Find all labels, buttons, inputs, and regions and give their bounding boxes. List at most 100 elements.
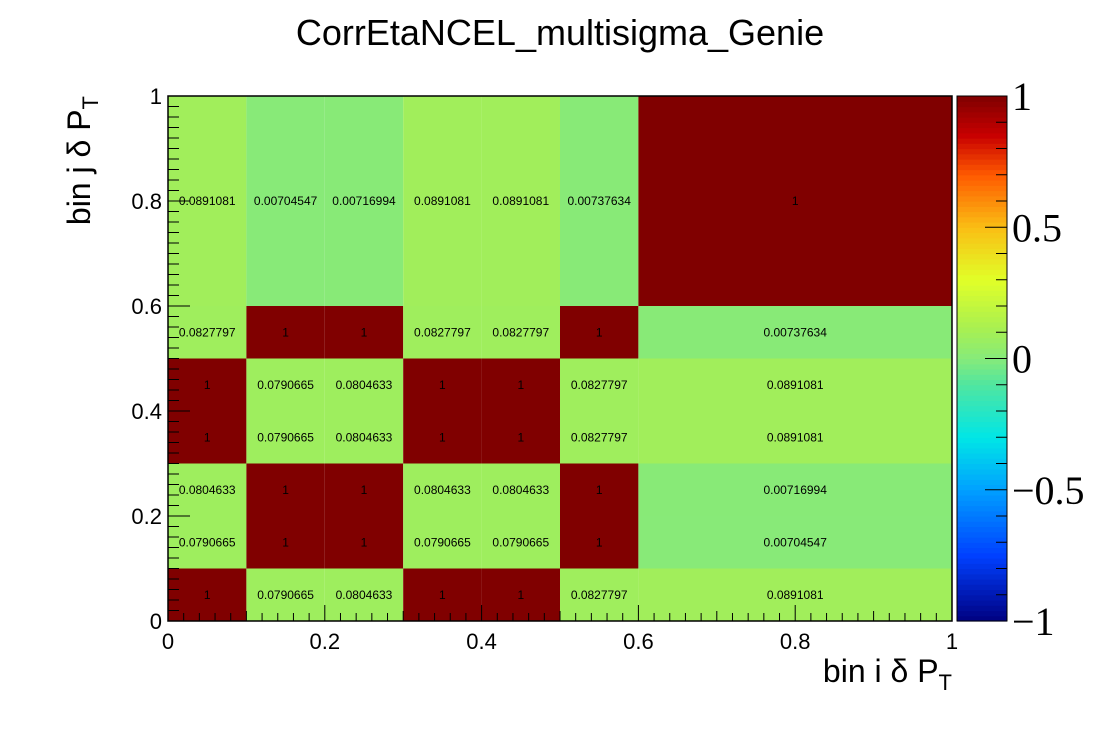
cell-value-label: 0.0891081 xyxy=(179,194,236,208)
cell-value-label: 0.0891081 xyxy=(492,194,549,208)
x-tick-label: 0.2 xyxy=(310,629,341,654)
cell-value-label: 1 xyxy=(204,588,211,602)
cell-value-label: 0.0790665 xyxy=(257,430,314,444)
heatmap-cell xyxy=(560,96,639,306)
color-scale-segment xyxy=(957,321,1007,328)
y-tick-label: 0.4 xyxy=(131,399,162,424)
heatmap-cell-labels: 1 0.0790665 0.0804633 1 1 0.0827797 0.0891081 0… xyxy=(179,194,827,602)
cell-value-label: 0.0891081 xyxy=(767,430,824,444)
color-scale-segment xyxy=(957,358,1007,365)
color-scale-segment xyxy=(957,306,1007,312)
color-scale-segment xyxy=(957,605,1007,612)
color-scale-segment xyxy=(957,558,1007,564)
color-scale-tick-label: 0.5 xyxy=(1012,205,1062,250)
heatmap-cell xyxy=(168,463,247,516)
cell-value-label: 0.0827797 xyxy=(179,325,236,339)
cell-value-label: 1 xyxy=(517,588,524,602)
color-scale-segment xyxy=(957,122,1007,129)
cell-value-label: 0.0804633 xyxy=(492,483,549,497)
color-scale-segment xyxy=(957,117,1007,123)
cell-value-label: 1 xyxy=(361,483,368,497)
color-scale-segment xyxy=(957,416,1007,423)
color-scale-segment xyxy=(957,332,1007,339)
x-tick-label: 0.8 xyxy=(780,629,811,654)
cell-value-label: 1 xyxy=(596,325,603,339)
heatmap-cell xyxy=(560,516,639,569)
color-scale-segment xyxy=(957,279,1007,286)
color-scale-segment xyxy=(957,390,1007,396)
color-scale-segment xyxy=(957,153,1007,160)
color-scale-segment xyxy=(957,432,1007,438)
x-axis-title-text: bin i δ P xyxy=(823,653,939,689)
color-scale-segment xyxy=(957,138,1007,144)
heatmap-cell xyxy=(481,306,560,359)
color-scale-segment xyxy=(957,495,1007,501)
color-scale-segment xyxy=(957,411,1007,417)
color-scale-segment xyxy=(957,353,1007,360)
color-scale-segment xyxy=(957,300,1007,307)
color-scale-segment xyxy=(957,106,1007,113)
cell-value-label: 0.0891081 xyxy=(767,588,824,602)
heatmap-cell xyxy=(403,358,482,411)
heatmap-cell xyxy=(560,463,639,516)
color-scale-segment xyxy=(957,547,1007,554)
color-scale-segment xyxy=(957,537,1007,543)
x-tick-label: 0.4 xyxy=(466,629,497,654)
color-scale-segment xyxy=(957,243,1007,249)
x-axis-title: bin i δ PT xyxy=(823,653,952,695)
x-tick-label: 0 xyxy=(162,629,174,654)
cell-value-label: 0.0827797 xyxy=(571,430,628,444)
heatmap-cell xyxy=(638,516,952,569)
cell-value-label: 0.0804633 xyxy=(336,588,393,602)
heatmap-cell xyxy=(560,306,639,359)
color-scale-segment xyxy=(957,458,1007,465)
heatmap-cell xyxy=(403,516,482,569)
color-scale-segment xyxy=(957,526,1007,533)
color-scale-segment xyxy=(957,369,1007,375)
heatmap-cell xyxy=(324,568,404,621)
color-scale-segment xyxy=(957,195,1007,202)
x-tick-label: 0.6 xyxy=(623,629,654,654)
heatmap-cell xyxy=(168,516,247,569)
y-axis-title: bin j δ PT xyxy=(61,96,103,225)
cell-value-label: 1 xyxy=(282,535,289,549)
color-scale-segment xyxy=(957,474,1007,480)
color-scale-segment xyxy=(957,437,1007,444)
y-tick-label: 1 xyxy=(150,84,162,109)
x-axis: 0 0.2 0.4 0.6 0.8 1 xyxy=(162,605,958,654)
cell-value-label: 0.0827797 xyxy=(492,325,549,339)
color-scale-segment xyxy=(957,552,1007,559)
color-scale-segment xyxy=(957,421,1007,428)
color-scale-segment xyxy=(957,164,1007,171)
x-tick-label: 1 xyxy=(946,629,958,654)
color-scale-segment xyxy=(957,285,1007,291)
color-scale-tick-label: −1 xyxy=(1012,599,1055,644)
color-scale-segment xyxy=(957,568,1007,575)
heatmap-cell xyxy=(324,516,404,569)
color-scale-segment xyxy=(957,573,1007,580)
cell-value-label: 0.00737634 xyxy=(763,325,827,339)
color-scale-segment xyxy=(957,311,1007,318)
cell-value-label: 1 xyxy=(204,430,211,444)
color-scale-segment xyxy=(957,127,1007,134)
color-scale-segment xyxy=(957,447,1007,454)
color-scale-segment xyxy=(957,327,1007,333)
heatmap-cell xyxy=(560,358,639,411)
heatmap-cell xyxy=(481,516,560,569)
heatmap-cell xyxy=(638,96,952,306)
y-tick-label: 0.2 xyxy=(131,504,162,529)
color-scale-segment xyxy=(957,542,1007,549)
y-tick-label: 0.6 xyxy=(131,294,162,319)
color-scale-segment xyxy=(957,159,1007,165)
heatmap-cell xyxy=(481,411,560,464)
color-scale-segment xyxy=(957,264,1007,270)
color-scale-segment xyxy=(957,148,1007,155)
heatmap-cell xyxy=(168,306,247,359)
color-scale-segment xyxy=(957,521,1007,528)
color-scale-segment xyxy=(957,190,1007,197)
color-scale-segment xyxy=(957,589,1007,596)
cell-value-label: 0.0827797 xyxy=(414,325,471,339)
heatmap-cell xyxy=(403,568,482,621)
color-scale-segment xyxy=(957,463,1007,470)
color-scale-segment xyxy=(957,453,1007,459)
